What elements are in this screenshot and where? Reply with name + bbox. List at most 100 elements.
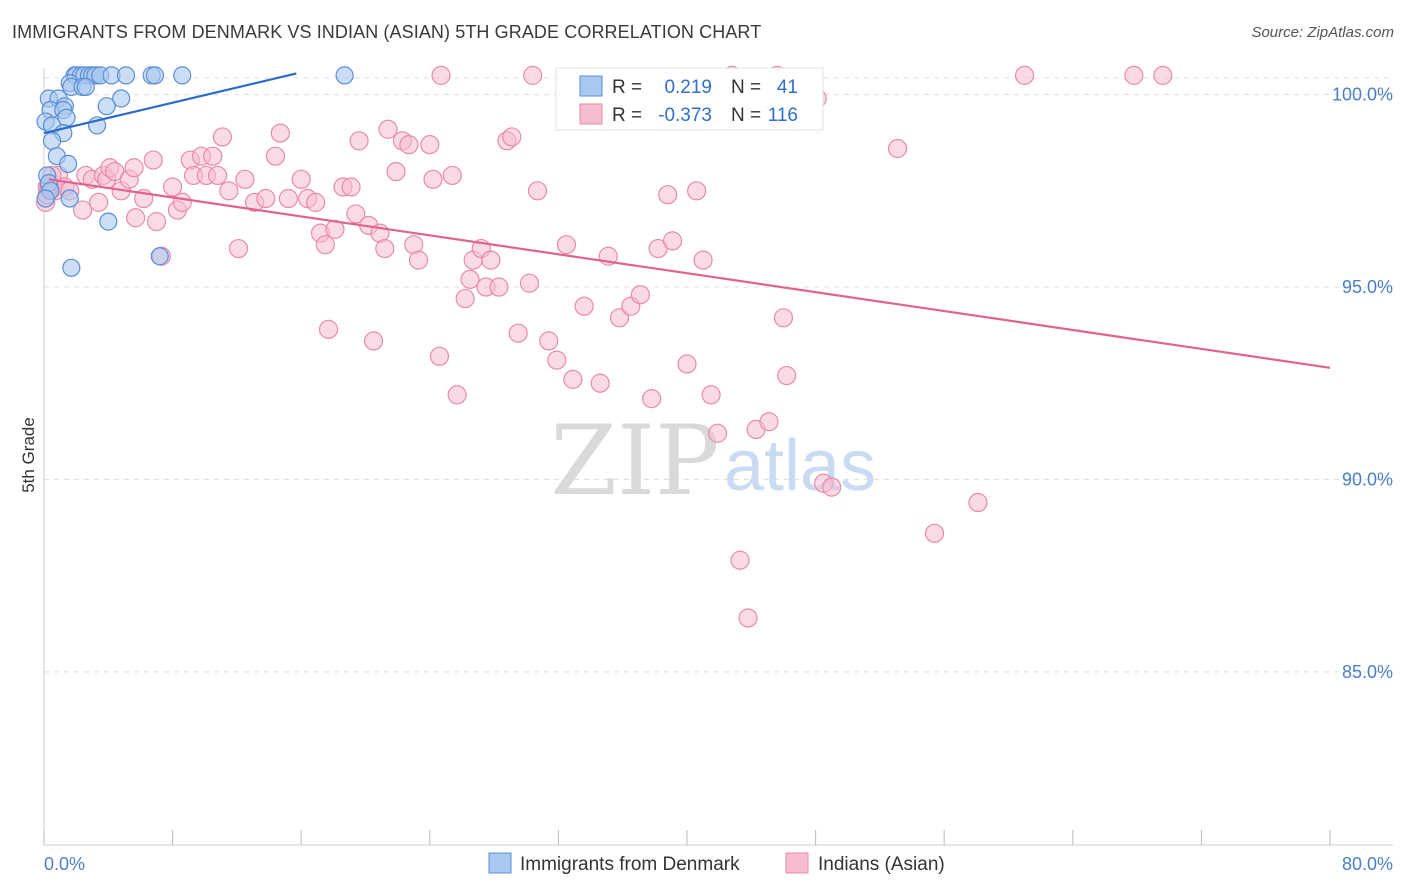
- indians-asian-point: [738, 608, 758, 628]
- indians-asian-point: [265, 146, 286, 166]
- indians-asian-point: [306, 192, 326, 212]
- indians-asian-point: [677, 354, 697, 374]
- series-legend-label-denmark: Immigrants from Denmark: [520, 854, 740, 875]
- indians-asian-point: [270, 123, 290, 143]
- indians-asian-point: [693, 250, 713, 270]
- indians-asian-point: [235, 169, 255, 189]
- legend-n-label-pink: N =: [731, 105, 761, 126]
- denmark-point: [116, 66, 136, 85]
- indians-asian-point: [662, 231, 683, 251]
- legend-r-label-pink: R =: [612, 105, 642, 126]
- indians-asian-point: [375, 238, 395, 259]
- stats-legend: R = 0.219 N = 41 R = -0.373 N = 116: [555, 67, 824, 131]
- denmark-point: [36, 189, 55, 208]
- x-tick-label-max: 80.0%: [1342, 854, 1393, 874]
- indians-asian-point: [968, 492, 988, 513]
- indians-asian-point: [563, 369, 583, 389]
- y-tick-label: 100.0%: [1332, 85, 1393, 105]
- indians-asian-point: [341, 177, 361, 197]
- indians-asian-point: [219, 181, 239, 201]
- denmark-point: [335, 66, 354, 85]
- indians-asian-point: [547, 350, 567, 370]
- watermark-atlas: atlas: [724, 426, 876, 506]
- y-tick-label: 85.0%: [1342, 662, 1393, 682]
- denmark-points: [36, 66, 354, 277]
- indians-asian-point: [502, 127, 522, 147]
- series-legend: Immigrants from Denmark Indians (Asian): [488, 852, 945, 875]
- trend-lines: [43, 72, 1331, 369]
- indians-asian-point: [318, 319, 339, 339]
- indians-asian-point: [574, 296, 594, 316]
- indians-asian-point: [420, 135, 440, 155]
- source-label: Source: ZipAtlas.com: [1251, 24, 1394, 41]
- indians-asian-point: [212, 127, 233, 147]
- legend-r-label-blue: R =: [612, 77, 642, 98]
- indians-asian-point: [455, 288, 475, 309]
- denmark-trend-line: [43, 72, 297, 135]
- indians-asian-point: [1014, 65, 1035, 85]
- indians-asian-point: [363, 331, 384, 351]
- indians-asian-point: [143, 150, 163, 170]
- stats-legend-swatch-blue: [579, 75, 603, 97]
- indians-asian-point: [349, 131, 369, 151]
- indians-asian-point: [386, 161, 406, 182]
- series-legend-swatch-denmark: [488, 852, 512, 874]
- indians-asian-point: [126, 208, 146, 228]
- legend-n-label-blue: N =: [731, 77, 761, 98]
- stats-legend-swatch-pink: [579, 103, 603, 125]
- y-tick-label: 90.0%: [1342, 469, 1393, 489]
- series-legend-swatch-indians: [785, 852, 809, 874]
- indians-asian-point: [527, 181, 548, 201]
- indians-asian-point: [519, 273, 540, 293]
- y-tick-labels: 85.0% 90.0% 95.0% 100.0%: [1332, 85, 1393, 682]
- indians-asian-point: [291, 169, 311, 189]
- indians-asian-point: [489, 277, 509, 297]
- indians-asian-point: [315, 235, 335, 255]
- indians-asian-point: [1124, 65, 1144, 85]
- indians-asian-point: [172, 192, 192, 212]
- indians-asian-point: [429, 346, 450, 366]
- indians-asian-point: [508, 323, 528, 343]
- indians-asian-point: [378, 119, 398, 139]
- indians-asian-point: [278, 188, 298, 209]
- denmark-point: [112, 89, 131, 108]
- indians-asian-point: [460, 269, 480, 289]
- indians-asian-point: [730, 550, 750, 570]
- indians-asian-point: [203, 146, 223, 166]
- y-axis-label: 5th Grade: [19, 417, 38, 493]
- indians-asian-point: [399, 135, 419, 155]
- denmark-point: [42, 131, 62, 150]
- indians-asian-point: [924, 523, 945, 543]
- legend-r-value-pink: -0.373: [658, 105, 712, 126]
- indians-asian-point: [523, 65, 543, 85]
- indians-asian-point: [228, 238, 249, 259]
- indians-asian-point: [442, 165, 462, 186]
- indians-asian-point: [124, 158, 144, 178]
- indians-asian-point: [447, 385, 467, 405]
- denmark-point: [97, 97, 116, 116]
- indians-asian-point: [701, 385, 721, 405]
- indians-asian-point: [146, 212, 167, 232]
- legend-r-value-blue: 0.219: [664, 77, 712, 98]
- indians-asian-point: [822, 477, 842, 497]
- indians-asian-point: [590, 373, 610, 393]
- indians-asian-point: [481, 250, 501, 270]
- denmark-point: [173, 66, 192, 85]
- denmark-point: [150, 247, 169, 266]
- indians-asian-point: [72, 200, 93, 220]
- indians-asian-point: [609, 308, 630, 328]
- indians-asian-point: [89, 192, 109, 212]
- denmark-point: [62, 258, 81, 277]
- indians-asian-point: [431, 65, 451, 85]
- series-legend-label-indians: Indians (Asian): [818, 854, 945, 875]
- indians-asian-point: [346, 204, 366, 224]
- indians-asian-point: [408, 250, 429, 270]
- denmark-point: [76, 77, 95, 97]
- indians-asian-point: [256, 188, 276, 209]
- grid-lines: [44, 77, 1393, 673]
- denmark-point: [59, 154, 78, 173]
- indians-asian-point: [642, 389, 662, 409]
- indians-asian-point: [556, 235, 577, 255]
- indians-asian-point: [423, 169, 443, 189]
- indians-asian-point: [163, 177, 183, 197]
